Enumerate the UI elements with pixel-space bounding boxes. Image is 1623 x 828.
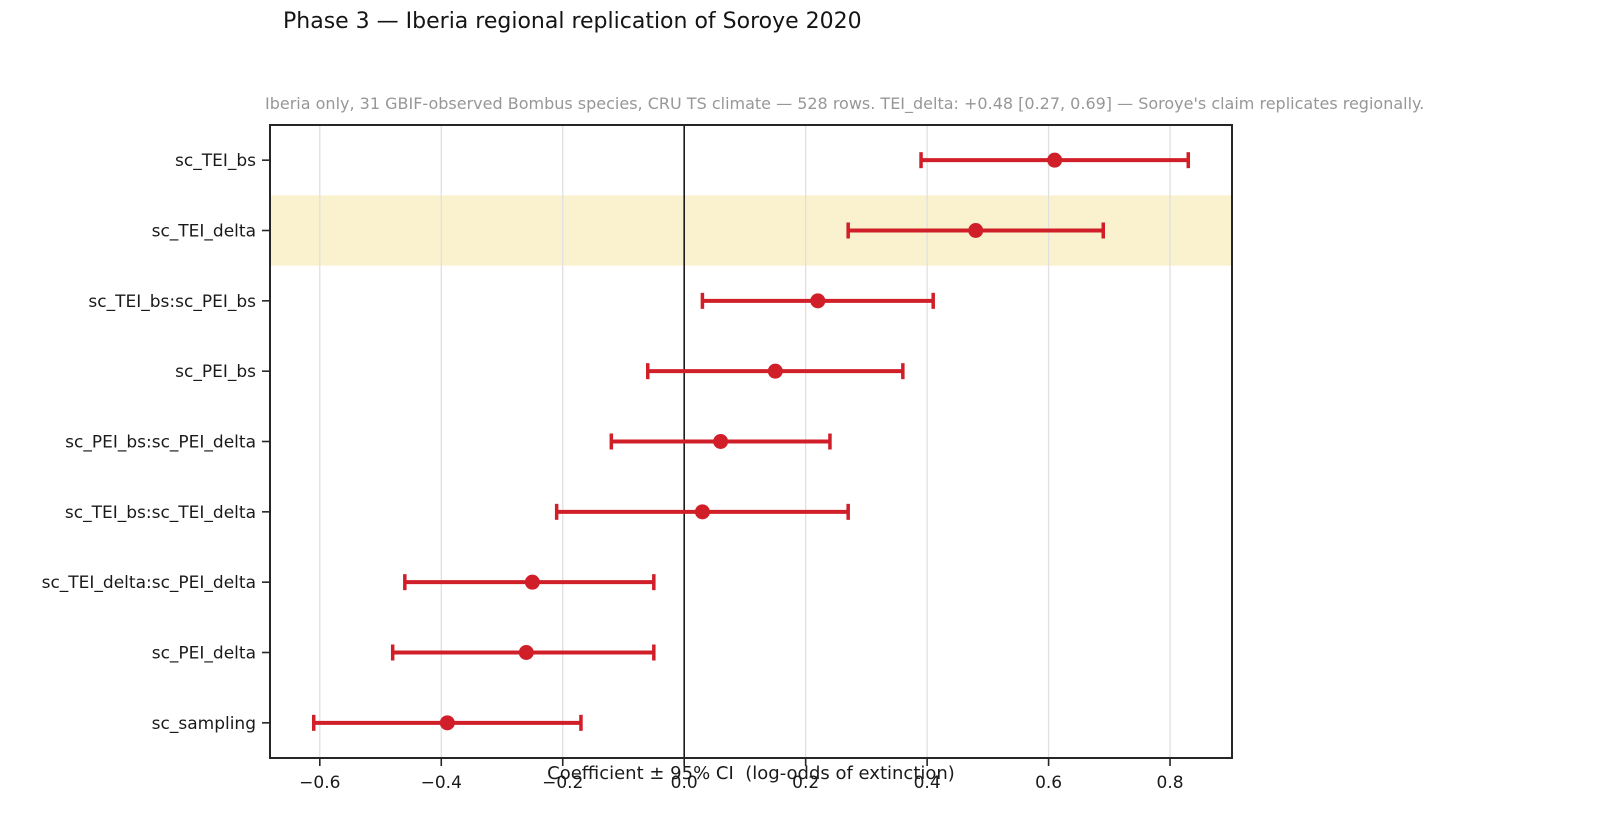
y-tick-label: sc_TEI_delta bbox=[152, 222, 256, 242]
x-axis-label: Coefficient ± 95% CI (log-odds of extinc… bbox=[547, 763, 955, 784]
x-tick-label: 0.4 bbox=[914, 773, 941, 793]
y-tick-label: sc_TEI_bs bbox=[175, 151, 256, 171]
chart-title: Phase 3 — Iberia regional replication of… bbox=[283, 9, 862, 34]
coef-point bbox=[968, 223, 984, 238]
coef-point bbox=[1047, 152, 1063, 168]
coef-point bbox=[439, 715, 455, 731]
coef-point bbox=[694, 504, 710, 520]
coef-point bbox=[524, 574, 540, 590]
y-tick-label: sc_TEI_bs:sc_PEI_bs bbox=[88, 292, 256, 312]
x-tick-label: −0.2 bbox=[542, 773, 583, 793]
coef-point bbox=[518, 645, 534, 660]
x-tick-label: 0.8 bbox=[1157, 773, 1184, 793]
chart-subtitle: Iberia only, 31 GBIF-observed Bombus spe… bbox=[265, 94, 1425, 113]
coef-point bbox=[713, 434, 729, 449]
x-tick-label: 0.6 bbox=[1035, 773, 1062, 793]
x-tick-label: −0.4 bbox=[421, 773, 462, 793]
x-tick-label: 0.2 bbox=[792, 773, 819, 793]
coef-point bbox=[767, 363, 783, 379]
x-tick-label: −0.6 bbox=[299, 773, 340, 793]
x-tick-label: 0.0 bbox=[671, 773, 698, 793]
y-tick-label: sc_TEI_delta:sc_PEI_delta bbox=[42, 573, 256, 593]
y-tick-label: sc_PEI_bs:sc_PEI_delta bbox=[65, 433, 256, 453]
y-tick-label: sc_sampling bbox=[152, 714, 256, 734]
y-tick-label: sc_PEI_bs bbox=[175, 362, 256, 382]
y-tick-label: sc_PEI_delta bbox=[152, 644, 256, 664]
coef-point bbox=[810, 293, 826, 309]
y-tick-label: sc_TEI_bs:sc_TEI_delta bbox=[65, 503, 256, 523]
